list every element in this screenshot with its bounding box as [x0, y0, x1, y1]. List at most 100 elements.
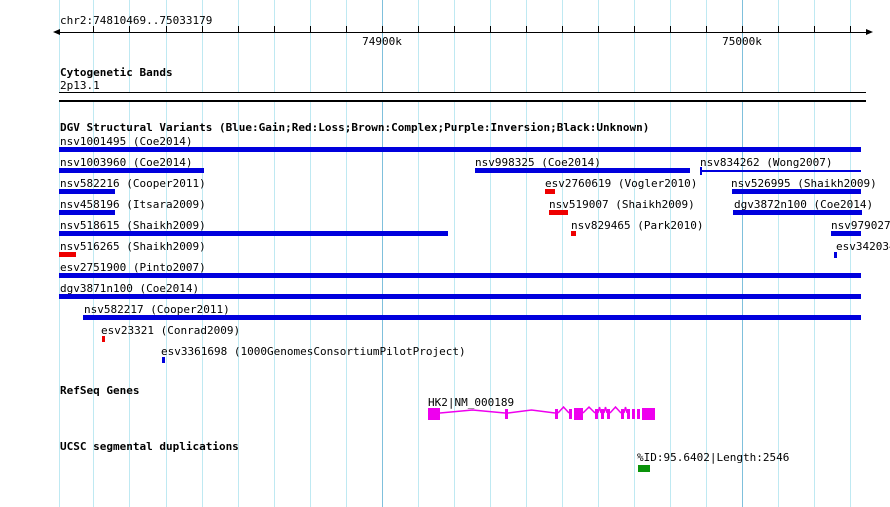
variant-label: nsv829465 (Park2010) [571, 219, 704, 232]
gridline-minor [310, 0, 311, 507]
variant-label: dgv3872n100 (Coe2014) [734, 198, 874, 211]
variant-label: nsv834262 (Wong2007) [700, 156, 833, 169]
variant-label: nsv519007 (Shaikh2009) [549, 198, 695, 211]
ruler-tick [742, 26, 743, 32]
gene-exon[interactable] [637, 409, 640, 419]
segdup-feature-label: %ID:95.6402|Length:2546 [637, 451, 790, 464]
gene-exon[interactable] [574, 408, 583, 420]
ruler-left-arrow-icon [53, 29, 60, 35]
variant-bar[interactable] [162, 357, 165, 363]
variant-bar[interactable] [59, 294, 861, 299]
gene-exon[interactable] [607, 409, 610, 419]
gridline-minor [346, 0, 347, 507]
ruler-tick [93, 26, 94, 32]
gene-exon[interactable] [428, 408, 440, 420]
variant-bar[interactable] [475, 168, 690, 173]
variant-bar[interactable] [59, 252, 76, 257]
gridline-major [742, 0, 743, 507]
ruler-right-arrow-icon [866, 29, 873, 35]
gridline-minor [274, 0, 275, 507]
ruler-tick [202, 26, 203, 32]
ruler-tick [814, 26, 815, 32]
ruler-tick [778, 26, 779, 32]
gridline-minor [814, 0, 815, 507]
ruler-tick [310, 26, 311, 32]
variant-label: dgv3871n100 (Coe2014) [60, 282, 200, 295]
gridline-minor [202, 0, 203, 507]
variant-label: nsv582217 (Cooper2011) [84, 303, 230, 316]
ruler-tick [346, 26, 347, 32]
segdup-feature-box[interactable] [638, 465, 650, 472]
variant-label: nsv1001495 (Coe2014) [60, 135, 193, 148]
variant-bar[interactable] [549, 210, 568, 215]
gridline-minor [634, 0, 635, 507]
variant-label: esv23321 (Conrad2009) [101, 324, 241, 337]
variant-label: nsv458196 (Itsara2009) [60, 198, 206, 211]
gridline-minor [238, 0, 239, 507]
dgv-track-title: DGV Structural Variants (Blue:Gain;Red:L… [60, 121, 650, 134]
gridline-minor [166, 0, 167, 507]
variant-bar[interactable] [102, 336, 105, 342]
variant-bar[interactable] [59, 231, 448, 236]
gridline-minor [490, 0, 491, 507]
gene-exon[interactable] [627, 409, 630, 419]
gene-exon[interactable] [601, 409, 604, 419]
gridline-minor [778, 0, 779, 507]
gene-exon[interactable] [555, 409, 558, 419]
variant-bar[interactable] [59, 273, 861, 278]
gridline-minor [706, 0, 707, 507]
ruler-tick [850, 26, 851, 32]
cytoband-box[interactable] [59, 92, 866, 102]
ruler-tick [562, 26, 563, 32]
ruler-tick [490, 26, 491, 32]
cytoband-track-title: Cytogenetic Bands [60, 66, 173, 79]
variant-bar[interactable] [571, 231, 576, 236]
gridline-minor [93, 0, 94, 507]
variant-bar[interactable] [831, 231, 861, 236]
gridline-minor [598, 0, 599, 507]
ruler-tick-label: 75000k [722, 35, 762, 48]
variant-label: nsv526995 (Shaikh2009) [731, 177, 877, 190]
gridline-minor [670, 0, 671, 507]
gridline-minor [129, 0, 130, 507]
segdup-track-title: UCSC segmental duplications [60, 440, 239, 453]
variant-bar[interactable] [59, 147, 861, 152]
variant-bar[interactable] [59, 210, 115, 215]
variant-bar[interactable] [834, 252, 837, 258]
ruler-tick [598, 26, 599, 32]
ruler-tick [274, 26, 275, 32]
ruler-tick [382, 26, 383, 32]
ruler-tick [238, 26, 239, 32]
variant-bar[interactable] [59, 168, 204, 173]
cytoband-name-label: 2p13.1 [60, 79, 100, 92]
variant-bar[interactable] [59, 189, 115, 194]
ruler-tick [634, 26, 635, 32]
gridline-minor [418, 0, 419, 507]
gridline-minor [526, 0, 527, 507]
region-coordinates-label: chr2:74810469..75033179 [60, 14, 213, 27]
ruler-tick [454, 26, 455, 32]
gene-exon[interactable] [569, 409, 572, 419]
variant-bar[interactable] [733, 210, 862, 215]
variant-label: esv2760619 (Vogler2010) [545, 177, 698, 190]
variant-label: nsv979027 [831, 219, 890, 232]
variant-bar[interactable] [700, 170, 861, 172]
ruler-tick-label: 74900k [362, 35, 402, 48]
variant-bar[interactable] [545, 189, 555, 194]
gridline-minor [454, 0, 455, 507]
gene-exon[interactable] [505, 409, 508, 419]
ruler-tick [526, 26, 527, 32]
ruler-tick [418, 26, 419, 32]
gene-exon[interactable] [621, 409, 624, 419]
variant-label: nsv1003960 (Coe2014) [60, 156, 193, 169]
ruler-axis-line [60, 32, 866, 33]
gene-exon[interactable] [642, 408, 655, 420]
variant-label: nsv518615 (Shaikh2009) [60, 219, 206, 232]
variant-bar[interactable] [732, 189, 861, 194]
variant-label: nsv998325 (Coe2014) [475, 156, 601, 169]
variant-bar[interactable] [83, 315, 861, 320]
ruler-tick [706, 26, 707, 32]
gridline-minor [850, 0, 851, 507]
ruler-tick [129, 26, 130, 32]
